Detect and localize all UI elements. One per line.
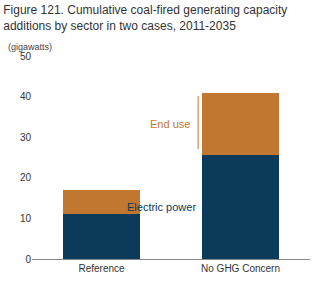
svg-text:Reference: Reference: [78, 263, 125, 274]
svg-text:10: 10: [20, 213, 32, 224]
svg-text:Electric power: Electric power: [127, 201, 196, 213]
svg-text:40: 40: [20, 91, 32, 102]
svg-text:End use: End use: [150, 118, 190, 130]
svg-text:20: 20: [20, 172, 32, 183]
svg-text:50: 50: [20, 51, 32, 62]
svg-text:0: 0: [25, 254, 31, 265]
svg-text:30: 30: [20, 132, 32, 143]
svg-text:Figure 121. Cumulative coal-fi: Figure 121. Cumulative coal-fired genera…: [3, 3, 287, 33]
svg-text:No GHG Concern: No GHG Concern: [201, 263, 280, 274]
svg-text:(gigawatts): (gigawatts): [8, 42, 52, 52]
